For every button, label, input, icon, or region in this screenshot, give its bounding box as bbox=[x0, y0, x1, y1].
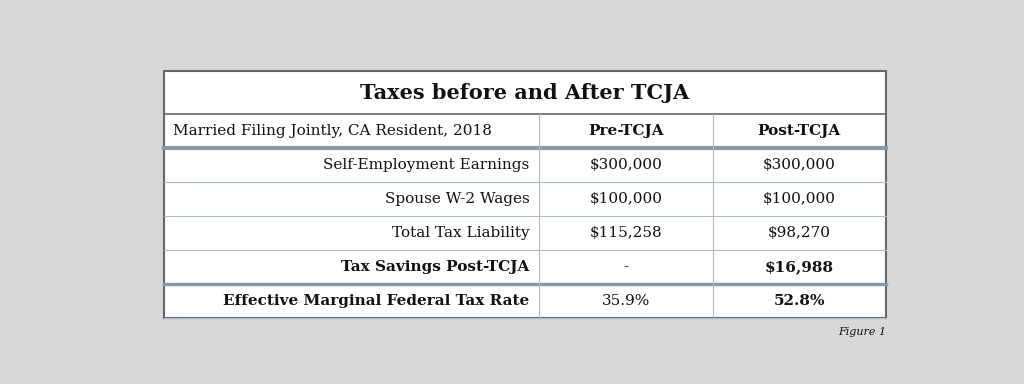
Text: Figure 1: Figure 1 bbox=[838, 327, 886, 337]
Text: $300,000: $300,000 bbox=[590, 158, 663, 172]
Text: Married Filing Jointly, CA Resident, 2018: Married Filing Jointly, CA Resident, 201… bbox=[173, 124, 493, 138]
Bar bbox=[164, 71, 886, 318]
Text: Tax Savings Post-TCJA: Tax Savings Post-TCJA bbox=[341, 260, 529, 274]
Text: $115,258: $115,258 bbox=[590, 226, 663, 240]
Text: $98,270: $98,270 bbox=[768, 226, 830, 240]
Text: Effective Marginal Federal Tax Rate: Effective Marginal Federal Tax Rate bbox=[223, 294, 529, 308]
Text: Total Tax Liability: Total Tax Liability bbox=[392, 226, 529, 240]
Text: Post-TCJA: Post-TCJA bbox=[758, 124, 841, 138]
Text: Self-Employment Earnings: Self-Employment Earnings bbox=[324, 158, 529, 172]
Text: $300,000: $300,000 bbox=[763, 158, 836, 172]
Text: $16,988: $16,988 bbox=[765, 260, 834, 274]
Text: 52.8%: 52.8% bbox=[773, 294, 825, 308]
Text: $100,000: $100,000 bbox=[763, 192, 836, 206]
Text: Taxes before and After TCJA: Taxes before and After TCJA bbox=[360, 83, 689, 103]
Text: Pre-TCJA: Pre-TCJA bbox=[588, 124, 664, 138]
Text: -: - bbox=[624, 260, 629, 274]
Text: 35.9%: 35.9% bbox=[602, 294, 650, 308]
Text: $100,000: $100,000 bbox=[590, 192, 663, 206]
Text: Spouse W-2 Wages: Spouse W-2 Wages bbox=[385, 192, 529, 206]
